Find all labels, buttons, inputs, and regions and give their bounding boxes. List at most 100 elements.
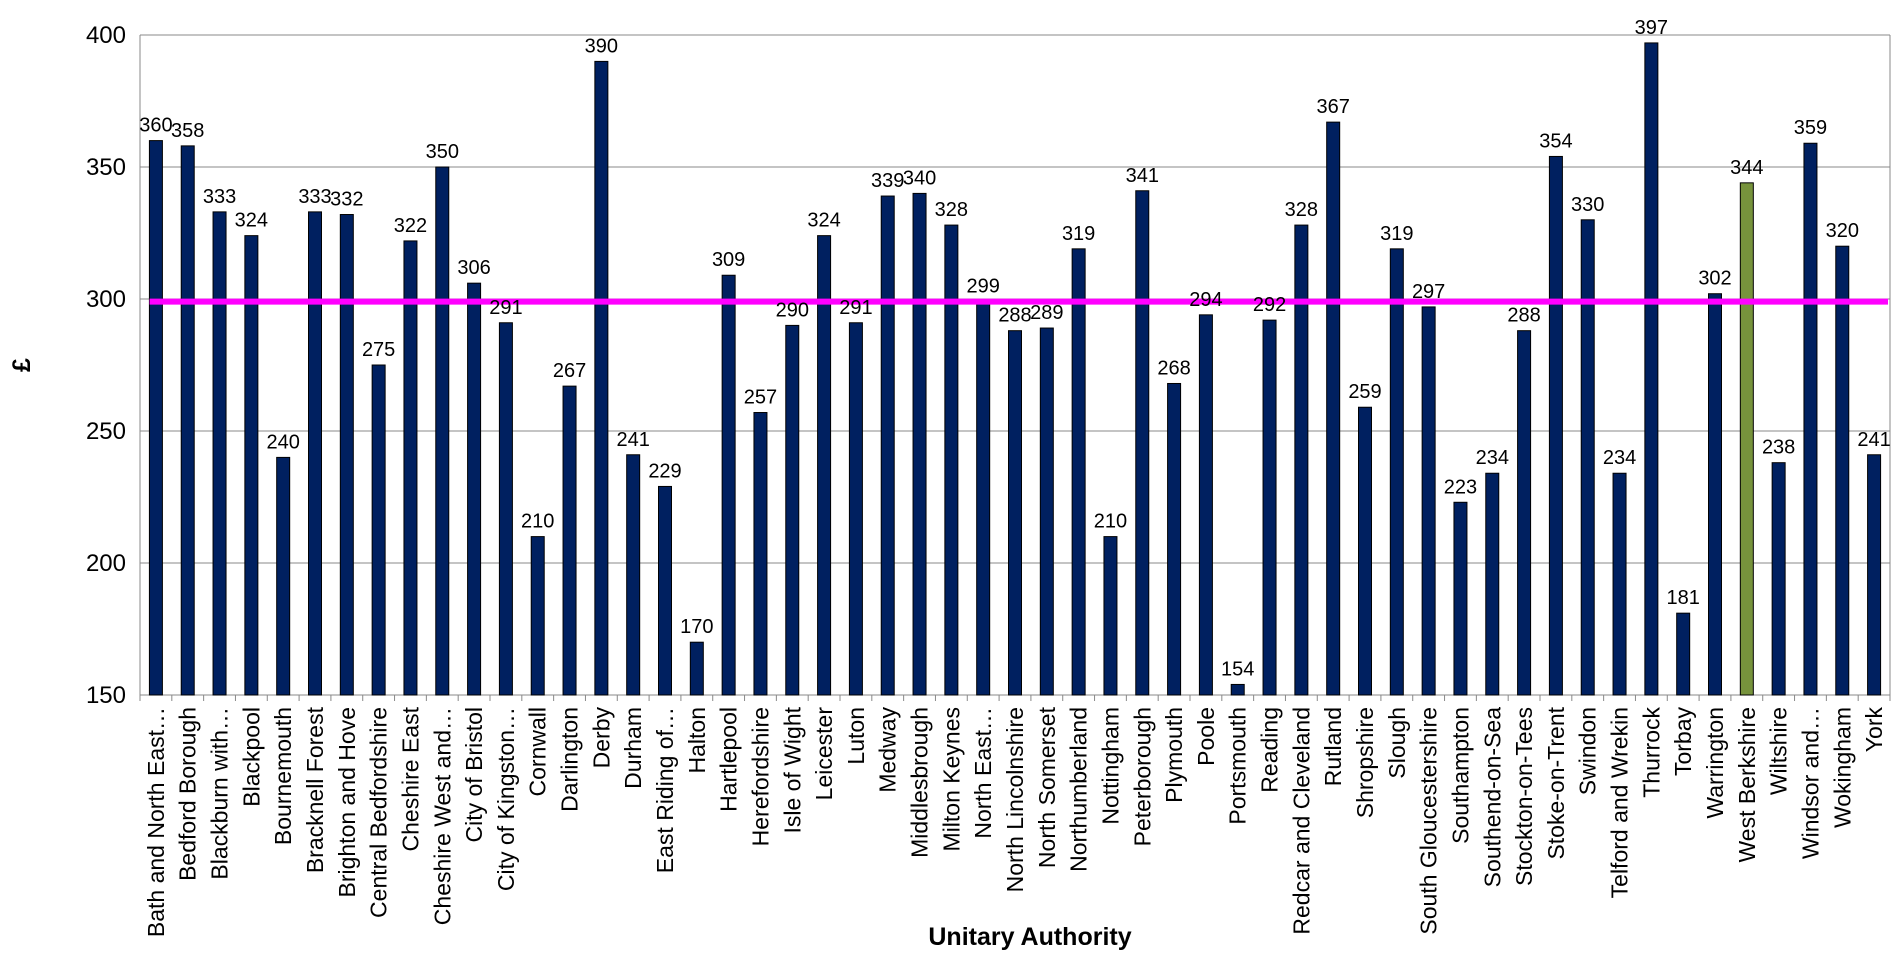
x-tick-label: Durham [620,707,646,789]
x-tick-label: Portsmouth [1225,707,1251,825]
data-label: 289 [1030,302,1063,324]
bar [785,324,800,696]
data-label: 328 [1285,199,1318,221]
x-tick-label: Central Bedfordshire [366,707,392,918]
bar [1676,612,1691,696]
bar [403,240,418,696]
x-tick-label: Reading [1257,707,1283,793]
data-label: 328 [935,199,968,221]
bar [1358,406,1372,696]
data-label: 358 [171,120,204,142]
bar [498,322,513,696]
data-label: 234 [1603,447,1636,469]
bar [1103,536,1118,696]
data-label: 319 [1380,223,1413,245]
x-tick-label: City of Bristol [461,707,487,842]
data-label: 354 [1539,130,1572,152]
data-label: 268 [1157,357,1190,379]
x-tick-label: Milton Keynes [938,707,964,851]
data-label: 390 [585,35,618,57]
x-tick-label: Luton [843,707,869,765]
data-label: 223 [1444,476,1477,498]
y-tick-label: 400 [86,22,126,49]
data-label: 170 [680,616,713,638]
bar [339,214,354,696]
bar [1803,142,1818,696]
data-label: 291 [839,297,872,319]
data-label: 241 [1857,429,1890,451]
bar [1739,182,1754,696]
x-tick-label: Cheshire East [397,706,423,851]
data-label: 320 [1826,220,1859,242]
bar [1071,248,1086,696]
data-label: 319 [1062,223,1095,245]
x-tick-label: Southampton [1447,707,1473,844]
data-label: 259 [1348,381,1381,403]
data-label: 234 [1476,447,1509,469]
data-label: 341 [1126,165,1159,187]
data-label: 288 [998,305,1031,327]
data-label: 292 [1253,294,1286,316]
bar [1517,330,1532,696]
x-tick-label: Nottingham [1097,707,1123,825]
bar [848,322,863,696]
bar [721,274,736,696]
x-tick-label: North Lincolnshire [1002,707,1028,892]
y-tick-label: 150 [86,682,126,709]
bar [753,412,768,696]
x-tick-label: Blackpool [238,707,264,807]
bar [530,536,545,696]
x-axis-tick-labels: Bath and North East… Bedford Borough Black… [143,706,1887,937]
bar [1039,327,1054,696]
bar [1453,501,1468,696]
x-tick-label: Isle of Wight [779,706,805,833]
data-labels: 3603583333242403333322753223503062912102… [139,17,1891,681]
bar [626,454,641,696]
data-label: 229 [648,460,681,482]
data-label: 367 [1316,96,1349,118]
x-tick-label: Peterborough [1129,707,1155,846]
bar [1485,472,1500,696]
x-tick-label: Poole [1193,707,1219,766]
x-tick-label: Hartlepool [716,707,742,812]
data-label: 181 [1666,587,1699,609]
y-tick-label: 300 [86,286,126,313]
data-label: 332 [330,189,363,211]
data-label: 324 [807,210,840,232]
x-tick-label: Rutland [1320,707,1346,786]
data-label: 154 [1221,658,1254,680]
x-tick-label: Darlington [557,707,583,812]
data-label: 238 [1762,437,1795,459]
x-tick-label: Swindon [1575,707,1601,795]
data-label: 210 [521,511,554,533]
bar [1294,224,1309,696]
x-tick-label: Medway [875,707,901,793]
data-label: 333 [203,186,236,208]
bar [1867,454,1882,696]
x-tick-label: Derby [588,707,614,769]
y-tick-label: 200 [86,550,126,577]
bar [180,145,195,696]
x-tick-label: Windsor and… [1797,707,1823,859]
bar [1612,472,1627,696]
x-tick-label: Bracknell Forest [302,706,328,873]
data-label: 350 [426,141,459,163]
x-tick-label: Blackburn with… [207,707,233,880]
bar [1835,245,1850,696]
bar [1421,306,1436,696]
x-tick-label: Stoke-on-Trent [1543,706,1569,859]
data-label: 302 [1698,268,1731,290]
bar [562,385,577,696]
bar [212,211,227,696]
bar [308,211,322,696]
bar [880,195,895,696]
data-label: 267 [553,360,586,382]
bar [148,140,163,696]
bar [1708,293,1722,696]
data-label: 299 [966,276,999,298]
x-tick-label: North East… [970,707,996,839]
x-tick-label: Bedford Borough [175,707,201,881]
bar [1008,330,1022,696]
bar [1389,248,1404,696]
